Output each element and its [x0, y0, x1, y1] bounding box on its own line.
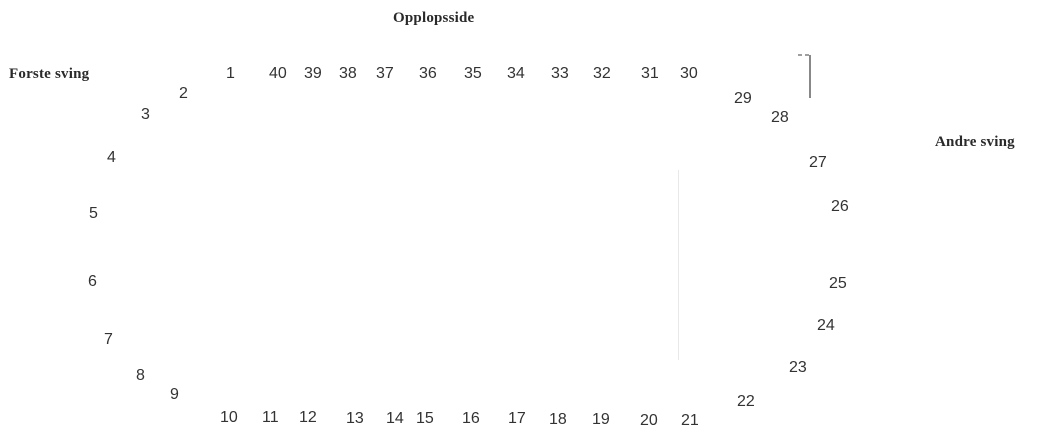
position-30: 30 — [680, 65, 698, 82]
position-29: 29 — [734, 90, 752, 107]
position-27: 27 — [809, 154, 827, 171]
corner-bracket — [798, 54, 811, 98]
position-7: 7 — [104, 331, 113, 348]
position-33: 33 — [551, 65, 569, 82]
position-26: 26 — [831, 198, 849, 215]
position-15: 15 — [416, 410, 434, 427]
position-39: 39 — [304, 65, 322, 82]
position-16: 16 — [462, 410, 480, 427]
position-5: 5 — [89, 205, 98, 222]
position-18: 18 — [549, 411, 567, 428]
position-20: 20 — [640, 412, 658, 429]
position-14: 14 — [386, 410, 404, 427]
position-17: 17 — [508, 410, 526, 427]
position-22: 22 — [737, 393, 755, 410]
position-2: 2 — [179, 85, 188, 102]
position-23: 23 — [789, 359, 807, 376]
position-31: 31 — [641, 65, 659, 82]
position-21: 21 — [681, 412, 699, 429]
position-35: 35 — [464, 65, 482, 82]
first-turn-label: Forste sving — [9, 66, 90, 82]
position-13: 13 — [346, 410, 364, 427]
position-12: 12 — [299, 409, 317, 426]
second-turn-label: Andre sving — [935, 134, 1015, 150]
position-34: 34 — [507, 65, 525, 82]
position-36: 36 — [419, 65, 437, 82]
position-8: 8 — [136, 367, 145, 384]
position-11: 11 — [262, 409, 279, 426]
position-24: 24 — [817, 317, 835, 334]
position-28: 28 — [771, 109, 789, 126]
top-straight-label: Opplopsside — [393, 10, 475, 26]
position-6: 6 — [88, 273, 97, 290]
position-25: 25 — [829, 275, 847, 292]
position-1: 1 — [226, 65, 235, 82]
position-32: 32 — [593, 65, 611, 82]
faint-divider — [678, 170, 679, 360]
position-4: 4 — [107, 149, 116, 166]
position-38: 38 — [339, 65, 357, 82]
position-3: 3 — [141, 106, 150, 123]
position-37: 37 — [376, 65, 394, 82]
position-19: 19 — [592, 411, 610, 428]
position-40: 40 — [269, 65, 287, 82]
position-10: 10 — [220, 409, 238, 426]
position-9: 9 — [170, 386, 179, 403]
